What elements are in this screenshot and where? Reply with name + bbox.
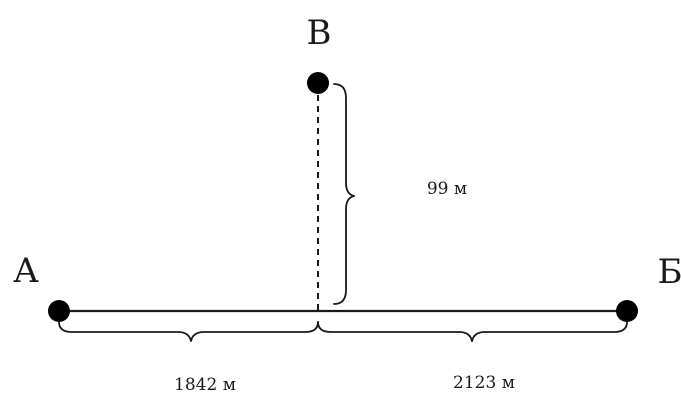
point-v-label: В (307, 13, 332, 53)
point-a-dot (48, 300, 70, 322)
point-b-label: Б (658, 252, 681, 292)
distance-v-label: 99 м (427, 179, 467, 199)
point-b-dot (616, 300, 638, 322)
brace-left (58, 321, 319, 342)
brace-right (317, 321, 628, 342)
point-v-dot (307, 72, 329, 94)
distance-a-label: 1842 м (174, 375, 236, 394)
distance-b-label: 2123 м (453, 373, 515, 393)
point-a-label: А (13, 251, 39, 291)
brace-vertical (333, 83, 355, 305)
